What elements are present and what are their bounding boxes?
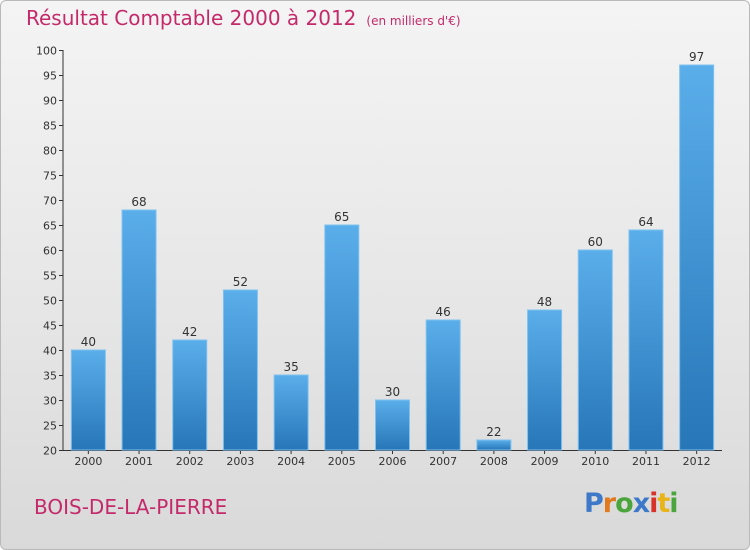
x-tick-label: 2006 xyxy=(379,455,407,468)
bar xyxy=(172,339,208,451)
data-label: 64 xyxy=(638,215,653,229)
x-tick-label: 2002 xyxy=(176,455,204,468)
chart-title-text: Résultat Comptable 2000 à 2012 xyxy=(26,6,357,30)
bar xyxy=(222,289,258,451)
bars xyxy=(70,64,715,451)
data-label: 40 xyxy=(81,335,96,349)
y-tick-label: 100 xyxy=(36,45,57,58)
bar xyxy=(375,399,410,451)
data-label: 60 xyxy=(588,235,603,249)
y-tick-label: 60 xyxy=(43,245,57,258)
logo-letter: P xyxy=(584,488,604,519)
y-tick-label: 70 xyxy=(43,195,57,208)
logo-letter: r xyxy=(602,488,616,519)
logo-letter: x xyxy=(632,488,650,519)
bar xyxy=(425,319,461,451)
data-label: 65 xyxy=(334,210,349,224)
bar xyxy=(273,374,309,451)
bar xyxy=(628,229,664,451)
y-tick-label: 90 xyxy=(43,95,57,108)
data-label: 46 xyxy=(436,305,451,319)
data-label: 97 xyxy=(689,50,704,64)
data-label: 48 xyxy=(537,295,552,309)
x-tick-label: 2004 xyxy=(277,455,305,468)
y-tick-label: 85 xyxy=(43,120,57,133)
bar xyxy=(679,64,715,451)
y-tick-label: 80 xyxy=(43,145,57,158)
y-tick-label: 25 xyxy=(43,420,57,433)
data-label: 42 xyxy=(182,325,197,339)
x-tick-label: 2010 xyxy=(581,455,609,468)
bar xyxy=(324,224,360,451)
proxiti-logo: Proxiti xyxy=(584,488,679,519)
y-axis: 20 25 30 35 40 45 50 55 60 65 70 75 80 85 90 95 100 xyxy=(36,45,64,458)
bar xyxy=(577,249,613,451)
data-label: 30 xyxy=(385,385,400,399)
y-tick-label: 50 xyxy=(43,295,57,308)
x-tick-label: 2008 xyxy=(480,455,508,468)
y-tick-label: 30 xyxy=(43,395,57,408)
logo-letter: i xyxy=(649,488,658,519)
logo-letter: i xyxy=(669,488,678,519)
data-labels: 40 68 42 52 35 65 30 46 22 48 60 64 97 xyxy=(81,50,705,439)
x-tick-label: 2007 xyxy=(429,455,457,468)
data-label: 22 xyxy=(486,425,501,439)
x-tick-label: 2012 xyxy=(683,455,711,468)
y-tick-label: 55 xyxy=(43,270,57,283)
y-tick-label: 45 xyxy=(43,320,57,333)
x-axis: 2000 2001 2002 2003 2004 2005 2006 2007 2008 2009… xyxy=(63,450,722,468)
data-label: 68 xyxy=(131,195,146,209)
y-tick-label: 40 xyxy=(43,345,57,358)
bar xyxy=(70,349,106,451)
chart-title: Résultat Comptable 2000 à 2012 (en millie… xyxy=(26,6,461,30)
y-tick-label: 20 xyxy=(43,445,57,458)
y-tick-label: 35 xyxy=(43,370,57,383)
logo-letter: t xyxy=(657,488,670,519)
chart-unit: (en milliers d'€) xyxy=(366,14,461,28)
y-tick-label: 75 xyxy=(43,170,57,183)
bar xyxy=(527,309,563,451)
x-tick-label: 2011 xyxy=(632,455,660,468)
x-tick-label: 2001 xyxy=(125,455,153,468)
x-tick-label: 2003 xyxy=(226,455,254,468)
bar xyxy=(121,209,157,451)
logo-letter: o xyxy=(615,488,634,519)
data-label: 52 xyxy=(233,275,248,289)
place-name: BOIS-DE-LA-PIERRE xyxy=(34,495,228,519)
x-tick-label: 2009 xyxy=(531,455,559,468)
y-tick-label: 95 xyxy=(43,70,57,83)
data-label: 35 xyxy=(283,360,298,374)
x-tick-label: 2000 xyxy=(74,455,102,468)
y-tick-label: 65 xyxy=(43,220,57,233)
bar xyxy=(476,439,512,451)
x-tick-label: 2005 xyxy=(328,455,356,468)
